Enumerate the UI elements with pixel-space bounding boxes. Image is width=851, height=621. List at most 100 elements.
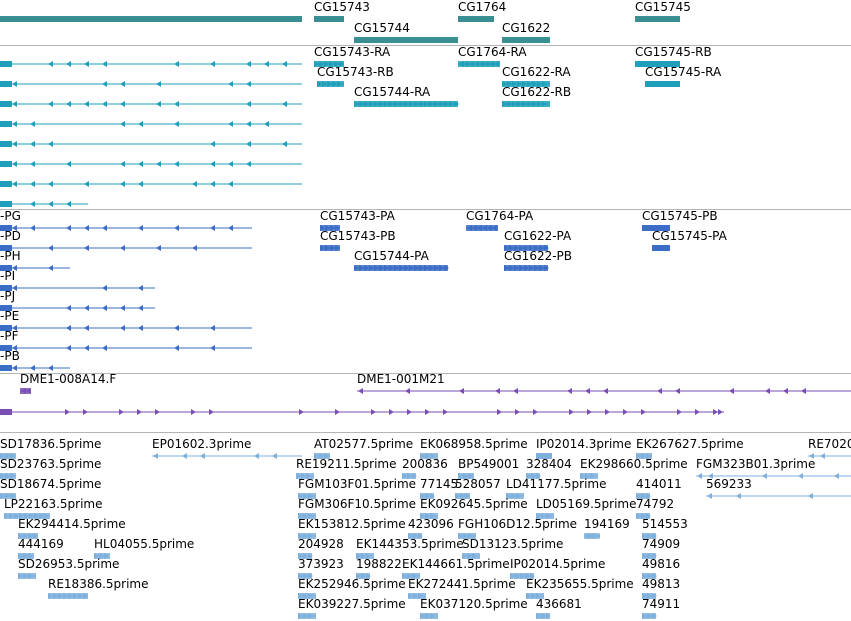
- feature-label: CG1764-PA: [466, 209, 533, 223]
- feature-CG1622-PB[interactable]: [504, 265, 549, 271]
- feature-label: 200836: [402, 457, 448, 471]
- feature-label: CG15745-PA: [652, 229, 727, 243]
- feature-label: -PE: [0, 309, 19, 323]
- feature-clone-long[interactable]: [0, 409, 724, 415]
- feature-label: IP02014.5prime: [510, 557, 605, 571]
- feature-label: CG15745-RB: [635, 45, 712, 59]
- feature-label: EK039227.5prime: [298, 597, 406, 611]
- feature-tx-row7[interactable]: [0, 181, 302, 187]
- feature-label: EK144353.5prime: [356, 537, 464, 551]
- feature-label: EK153812.5prime: [298, 517, 406, 531]
- feature-label: DME1-001M21: [357, 372, 445, 386]
- feature-label: 49816: [642, 557, 680, 571]
- feature-label: FGM103F01.5prime: [298, 477, 416, 491]
- feature-DME1-001M21[interactable]: [357, 388, 851, 394]
- feature-436681[interactable]: [536, 613, 551, 619]
- feature-label: CG15745-PB: [642, 209, 718, 223]
- feature-tx-row6[interactable]: [0, 161, 302, 167]
- feature-label: 514553: [642, 517, 688, 531]
- feature-label: EK092645.5prime: [420, 497, 528, 511]
- feature-SD26953.5prime[interactable]: [18, 573, 36, 579]
- feature-CG1622[interactable]: [502, 37, 550, 43]
- feature-label: CG15745: [635, 0, 691, 14]
- feature-label: 373923: [298, 557, 344, 571]
- feature-pb-row[interactable]: [0, 365, 70, 371]
- feature-label: 74909: [642, 537, 680, 551]
- feature-label: 77145: [420, 477, 458, 491]
- feature-label: RE19211.5prime: [296, 457, 397, 471]
- feature-label: 528057: [455, 477, 501, 491]
- feature-DME1-008A14.F[interactable]: [20, 388, 31, 394]
- feature-label: CG15744: [354, 21, 410, 35]
- feature-pe-row[interactable]: [0, 325, 252, 331]
- feature-tx-row4[interactable]: [0, 121, 302, 127]
- feature-CG15743[interactable]: [314, 16, 344, 22]
- feature-CG15744-PA[interactable]: [354, 265, 449, 271]
- feature-pj-row[interactable]: [0, 305, 155, 311]
- feature-EK039227.5prime[interactable]: [298, 613, 316, 619]
- feature-label: CG15744-PA: [354, 249, 429, 263]
- feature-label: CG1622-PA: [504, 229, 571, 243]
- feature-tx-row2[interactable]: [0, 81, 302, 87]
- feature-label: 414011: [636, 477, 682, 491]
- feature-CG15743-PB[interactable]: [320, 245, 340, 251]
- feature-pd-row[interactable]: [0, 245, 252, 251]
- feature-label: 569233: [706, 477, 752, 491]
- feature-label: HL04055.5prime: [94, 537, 194, 551]
- feature-pf-row[interactable]: [0, 345, 252, 351]
- genome-browser-view: CG15743 CG1764 CG15745 CG15744 CG1622 CG15743…: [0, 0, 851, 621]
- feature-EP01602.3prime[interactable]: [152, 453, 302, 459]
- separator-clones-ests: [0, 432, 851, 433]
- feature-CG15744-RA[interactable]: [354, 101, 459, 107]
- feature-label: LP22163.5prime: [4, 497, 103, 511]
- feature-label: RE7020: [808, 437, 851, 451]
- separator-genes-transcripts: [0, 45, 851, 46]
- feature-label: EK252946.5prime: [298, 577, 406, 591]
- feature-label: EK267627.5prime: [636, 437, 744, 451]
- feature-label: EK235655.5prime: [526, 577, 634, 591]
- feature-label: -PI: [0, 269, 15, 283]
- feature-label: CG15743-RB: [317, 65, 394, 79]
- feature-label: -PD: [0, 229, 21, 243]
- feature-pg-row[interactable]: [0, 225, 252, 231]
- feature-CG15743-RB[interactable]: [317, 81, 344, 87]
- feature-EK037120.5prime[interactable]: [420, 613, 438, 619]
- feature-label: CG15744-RA: [354, 85, 430, 99]
- feature-label: 328404: [526, 457, 572, 471]
- feature-CG15744[interactable]: [354, 37, 458, 43]
- feature-CG1622-RB[interactable]: [502, 101, 550, 107]
- feature-label: -PB: [0, 349, 20, 363]
- feature-CG15745-RA[interactable]: [645, 81, 680, 87]
- feature-label: LD05169.5prime: [536, 497, 637, 511]
- feature-label: RE18386.5prime: [48, 577, 149, 591]
- feature-label: EK144661.5prime: [402, 557, 510, 571]
- feature-label: FGM306F10.5prime: [298, 497, 416, 511]
- feature-569233[interactable]: [706, 493, 851, 499]
- separator-transcripts-proteins: [0, 209, 851, 210]
- feature-label: -PG: [0, 209, 21, 223]
- feature-gene-left[interactable]: [0, 16, 302, 22]
- feature-tx-row3[interactable]: [0, 101, 302, 107]
- feature-tx-row5[interactable]: [0, 141, 302, 147]
- feature-CG15745-PA[interactable]: [652, 245, 670, 251]
- feature-74911[interactable]: [642, 613, 657, 619]
- feature-tx-row8[interactable]: [0, 201, 88, 207]
- feature-CG1764-RA[interactable]: [458, 61, 500, 67]
- feature-label: DME1-008A14.F: [20, 372, 116, 386]
- feature-CG1764-PA[interactable]: [466, 225, 498, 231]
- feature-label: CG1622-RB: [502, 85, 571, 99]
- feature-194169[interactable]: [584, 533, 600, 539]
- feature-label: CG1622: [502, 21, 550, 35]
- feature-CG1764[interactable]: [458, 16, 494, 22]
- feature-CG15745[interactable]: [635, 16, 680, 22]
- feature-label: SD26953.5prime: [18, 557, 119, 571]
- feature-label: CG15743-RA: [314, 45, 390, 59]
- feature-label: EP01602.3prime: [152, 437, 251, 451]
- feature-RE18386.5prime[interactable]: [48, 593, 88, 599]
- feature-label: IP02014.3prime: [536, 437, 631, 451]
- feature-pi-row[interactable]: [0, 285, 155, 291]
- feature-label: BP549001: [458, 457, 519, 471]
- feature-label: FGH106D12.5prime: [458, 517, 577, 531]
- feature-tx-row1[interactable]: [0, 61, 302, 67]
- feature-label: CG15743-PA: [320, 209, 395, 223]
